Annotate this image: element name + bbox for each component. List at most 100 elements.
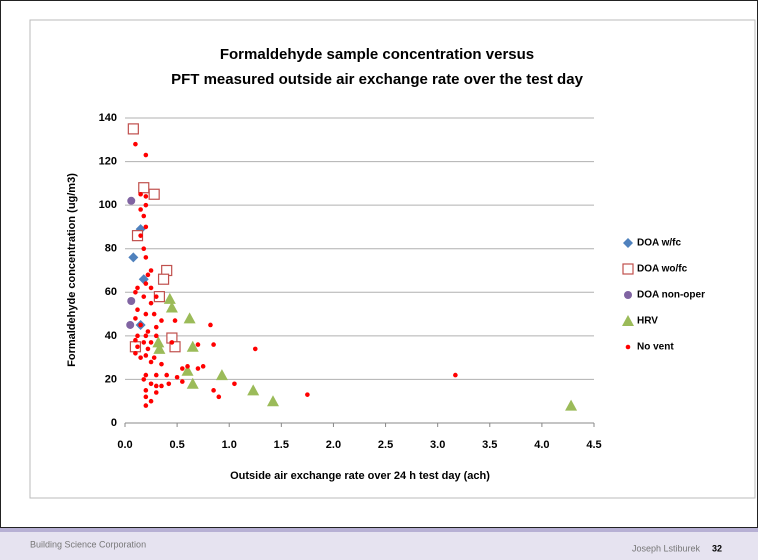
point [138, 233, 143, 238]
point [215, 369, 228, 381]
legend-marker [622, 263, 634, 275]
point [148, 285, 154, 291]
point [143, 403, 149, 408]
y-tick-label: 0 [111, 417, 117, 429]
x-tick-label: 4.0 [534, 439, 549, 451]
footer-author: Joseph Lstiburek [632, 543, 701, 553]
point [143, 333, 149, 339]
point [148, 300, 154, 306]
point [143, 194, 149, 199]
y-axis-label: Formaldehyde concentration (ug/m3) [66, 173, 78, 367]
point [128, 252, 139, 263]
point [164, 372, 169, 378]
point [166, 381, 172, 387]
point [195, 366, 201, 371]
legend-label: No vent [637, 342, 674, 353]
point [135, 333, 140, 339]
legend-marker [622, 315, 634, 326]
point [135, 344, 140, 350]
point [148, 398, 154, 404]
point [172, 318, 178, 323]
point [165, 301, 178, 313]
point [138, 207, 143, 212]
point [185, 364, 190, 369]
x-tick-label: 3.5 [482, 439, 497, 451]
x-tick-label: 2.0 [326, 439, 341, 451]
legend-label: HRV [637, 316, 658, 327]
point [143, 255, 149, 260]
x-axis-label: Outside air exchange rate over 24 h test… [230, 470, 490, 482]
point [148, 188, 160, 200]
point [138, 355, 143, 360]
point [145, 329, 151, 334]
point [135, 307, 140, 313]
point [133, 289, 138, 295]
point [127, 123, 139, 135]
point [453, 372, 458, 378]
point [126, 320, 135, 329]
footer-company: Building Science Corporation [30, 539, 146, 549]
point [141, 377, 147, 382]
point [127, 196, 136, 205]
point [143, 372, 149, 378]
point [232, 381, 237, 387]
point [169, 341, 181, 353]
x-tick-label: 1.5 [274, 439, 289, 451]
point [143, 281, 149, 286]
legend-marker [624, 291, 632, 299]
point [141, 213, 147, 219]
y-tick-label: 120 [99, 155, 117, 167]
point [153, 383, 159, 389]
point [211, 342, 216, 347]
point [143, 353, 149, 358]
point [143, 202, 149, 208]
point [153, 372, 159, 378]
point [200, 364, 206, 369]
point [169, 340, 175, 345]
point [138, 191, 143, 197]
point [143, 311, 149, 317]
point [174, 374, 180, 380]
point [195, 342, 201, 347]
legend-label: DOA w/fc [637, 238, 682, 249]
point [148, 268, 154, 273]
point [145, 272, 151, 278]
point [153, 333, 159, 339]
y-tick-label: 100 [99, 199, 117, 211]
legend-marker [623, 238, 633, 248]
point [143, 394, 149, 400]
point [138, 322, 143, 328]
legend-label: DOA non-oper [637, 290, 705, 301]
point [159, 318, 164, 323]
point [186, 377, 199, 389]
point [180, 366, 185, 371]
point [159, 383, 164, 389]
point [159, 361, 164, 367]
chart-frame [29, 19, 756, 499]
chart-title: PFT measured outside air exchange rate o… [171, 71, 583, 88]
chart-title: Formaldehyde sample concentration versus [220, 46, 534, 63]
x-tick-label: 1.0 [222, 439, 237, 451]
point [183, 312, 196, 324]
point [153, 294, 159, 299]
point [247, 384, 260, 396]
point [157, 273, 170, 285]
point [152, 336, 165, 348]
point [305, 392, 310, 397]
point [148, 381, 154, 387]
x-tick-label: 3.0 [430, 439, 445, 451]
point [565, 399, 578, 411]
x-tick-label: 0.5 [169, 439, 184, 451]
y-tick-label: 140 [99, 112, 117, 124]
point [211, 388, 216, 393]
point [133, 141, 138, 147]
point [127, 297, 136, 305]
point [141, 246, 147, 252]
y-tick-label: 20 [105, 373, 117, 385]
legend-marker [625, 344, 631, 350]
point [143, 152, 149, 158]
y-tick-label: 60 [105, 286, 117, 298]
point [148, 340, 154, 345]
point [153, 342, 166, 354]
